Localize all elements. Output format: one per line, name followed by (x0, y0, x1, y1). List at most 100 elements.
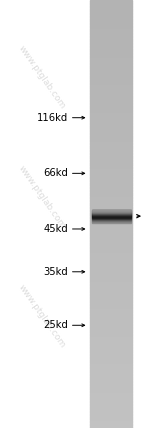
Bar (90, 374, 132, 375)
Bar (90, 98, 132, 100)
Bar (90, 144, 132, 146)
Bar (90, 422, 132, 424)
Bar (90, 215, 132, 217)
Bar (90, 271, 132, 273)
Bar (90, 311, 132, 312)
Bar (90, 418, 132, 419)
Bar (90, 335, 132, 337)
Bar (90, 161, 132, 163)
Bar (90, 281, 132, 282)
Bar (90, 303, 132, 304)
Bar (90, 399, 132, 401)
Bar (90, 59, 132, 60)
Bar (90, 60, 132, 61)
Bar (90, 170, 132, 171)
Bar (90, 211, 132, 213)
Bar (90, 205, 132, 207)
Bar (90, 324, 132, 325)
Bar (90, 194, 132, 196)
Bar (90, 153, 132, 154)
Bar (90, 354, 132, 355)
Bar (90, 282, 132, 284)
Bar (90, 23, 132, 24)
Bar (90, 46, 132, 47)
Bar (90, 172, 132, 174)
Bar (90, 391, 132, 392)
Bar (90, 285, 132, 287)
Bar (90, 89, 132, 90)
Bar (90, 411, 132, 412)
Bar (90, 164, 132, 166)
Bar (90, 278, 132, 279)
Bar (90, 226, 132, 227)
Bar (90, 196, 132, 197)
Bar (90, 56, 132, 57)
Bar (90, 290, 132, 291)
Bar (90, 171, 132, 172)
Bar (90, 301, 132, 303)
Bar (90, 166, 132, 167)
Bar (90, 405, 132, 407)
Bar (90, 224, 132, 226)
Bar (90, 375, 132, 377)
Bar (90, 275, 132, 277)
Bar (90, 80, 132, 81)
Bar (90, 241, 132, 243)
Bar (90, 322, 132, 324)
Bar (90, 365, 132, 367)
Bar (90, 183, 132, 184)
Bar (90, 294, 132, 295)
Bar (90, 304, 132, 305)
Bar (90, 320, 132, 321)
Bar (90, 308, 132, 309)
Bar (90, 130, 132, 131)
Bar (90, 107, 132, 108)
Bar (90, 234, 132, 235)
Bar (90, 240, 132, 241)
Bar (90, 325, 132, 327)
Bar (90, 100, 132, 101)
Bar (90, 273, 132, 274)
Bar (90, 123, 132, 124)
Bar (90, 167, 132, 168)
Bar (90, 210, 132, 211)
Bar (90, 163, 132, 164)
Bar (90, 333, 132, 334)
Bar (90, 268, 132, 270)
Bar (90, 305, 132, 307)
Bar (90, 200, 132, 201)
Bar (90, 39, 132, 40)
Bar (90, 155, 132, 157)
Bar (90, 257, 132, 258)
Bar (90, 334, 132, 335)
Bar (90, 401, 132, 402)
Bar (90, 380, 132, 381)
Bar (90, 279, 132, 281)
Bar (90, 339, 132, 341)
Bar (90, 253, 132, 254)
Bar (90, 309, 132, 311)
Bar (90, 33, 132, 34)
Bar (90, 254, 132, 256)
Bar (90, 392, 132, 394)
Bar (90, 1, 132, 3)
Bar (90, 151, 132, 153)
Bar (90, 150, 132, 151)
Bar (90, 238, 132, 240)
Bar (90, 270, 132, 271)
Bar (90, 71, 132, 73)
Bar (90, 244, 132, 245)
Bar (90, 157, 132, 158)
Bar (90, 117, 132, 119)
Bar (90, 90, 132, 91)
Bar (90, 277, 132, 278)
Bar (90, 50, 132, 51)
Bar (90, 331, 132, 333)
Bar (90, 143, 132, 144)
Bar (90, 147, 132, 149)
Bar (90, 337, 132, 338)
Bar (90, 404, 132, 405)
Bar (90, 131, 132, 133)
Bar (90, 348, 132, 350)
Bar (90, 110, 132, 111)
